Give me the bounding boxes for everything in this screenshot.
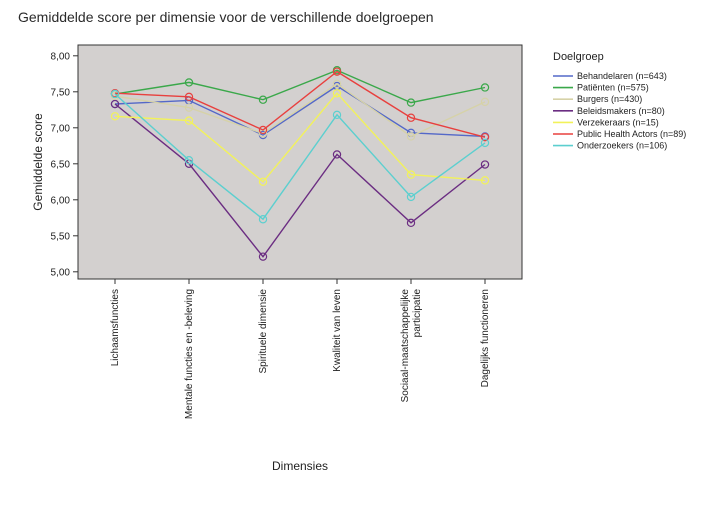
data-point — [480, 138, 490, 148]
series-line — [114, 85, 486, 138]
data-point — [406, 192, 416, 202]
data-point — [258, 95, 268, 104]
series-line — [114, 70, 486, 138]
chart-title: Gemiddelde score per dimensie voor de ve… — [18, 9, 434, 25]
legend-label: Patiënten (n=575) — [577, 83, 649, 93]
x-tick-label: Dagelijks functioneren — [480, 289, 491, 387]
series — [110, 67, 490, 142]
data-point — [406, 170, 416, 179]
y-tick-label: 7,50 — [51, 87, 71, 98]
data-point — [184, 78, 194, 87]
legend-label: Beleidsmakers (n=80) — [577, 106, 665, 116]
data-point — [406, 98, 416, 107]
data-point — [184, 92, 194, 102]
x-tick-label: Spirituele dimensie — [258, 289, 269, 374]
data-point — [110, 112, 120, 121]
series-line — [114, 103, 486, 258]
legend-label: Burgers (n=430) — [577, 94, 642, 104]
data-point — [480, 132, 490, 142]
data-point — [406, 132, 416, 141]
data-point — [480, 160, 490, 169]
data-point — [332, 110, 342, 120]
data-point — [332, 89, 342, 98]
y-tick-label: 7,00 — [51, 123, 71, 134]
data-point — [184, 103, 194, 112]
series-line — [114, 69, 486, 104]
data-point — [332, 79, 342, 89]
x-tick-label: Lichaamsfuncties — [110, 289, 121, 366]
series-layer — [110, 65, 490, 261]
data-point — [332, 67, 342, 76]
series — [110, 89, 490, 186]
y-tick-label: 6,00 — [51, 195, 71, 206]
data-point — [110, 99, 120, 109]
series-line — [114, 83, 486, 138]
legend-title: Doelgroep — [553, 51, 604, 63]
y-tick-label: 5,00 — [51, 267, 71, 278]
data-point — [406, 113, 416, 122]
x-tick-label: Mentale functies en -beleving — [184, 289, 195, 419]
y-axis: 5,00 5,50 6,00 6,50 7,00 7,50 8,00 — [51, 51, 78, 278]
data-point — [480, 83, 490, 92]
series-line — [114, 92, 486, 183]
series — [110, 89, 490, 224]
data-point — [480, 176, 490, 185]
data-point — [258, 252, 268, 261]
x-tick-label: Kwaliteit van leven — [332, 289, 343, 372]
data-point — [480, 97, 490, 107]
legend-label: Onderzoekers (n=106) — [577, 141, 667, 151]
data-point — [406, 218, 416, 228]
y-axis-title: Gemiddelde score — [31, 113, 45, 211]
y-tick-label: 6,50 — [51, 159, 71, 170]
data-point — [258, 125, 268, 135]
data-point — [184, 116, 194, 125]
plot-area — [77, 44, 523, 280]
data-point — [332, 150, 342, 159]
legend-label: Public Health Actors (n=89) — [577, 129, 686, 139]
series — [110, 99, 490, 261]
data-point — [258, 215, 268, 224]
x-axis-title: Dimensies — [272, 459, 328, 473]
series-line — [114, 93, 486, 221]
x-axis: Lichaamsfuncties Mentale functies en -bel… — [110, 279, 491, 419]
data-point — [110, 89, 120, 99]
data-point — [258, 177, 268, 186]
data-point — [184, 155, 194, 165]
x-tick-label: Sociaal-maatschappelijkeparticipatie — [400, 289, 423, 403]
legend-label: Behandelaren (n=643) — [577, 71, 667, 81]
y-tick-label: 8,00 — [51, 51, 71, 62]
legend-label: Verzekeraars (n=15) — [577, 117, 659, 127]
legend: Doelgroep Behandelaren (n=643) Patiënten … — [553, 51, 686, 151]
y-tick-label: 5,50 — [51, 231, 71, 242]
